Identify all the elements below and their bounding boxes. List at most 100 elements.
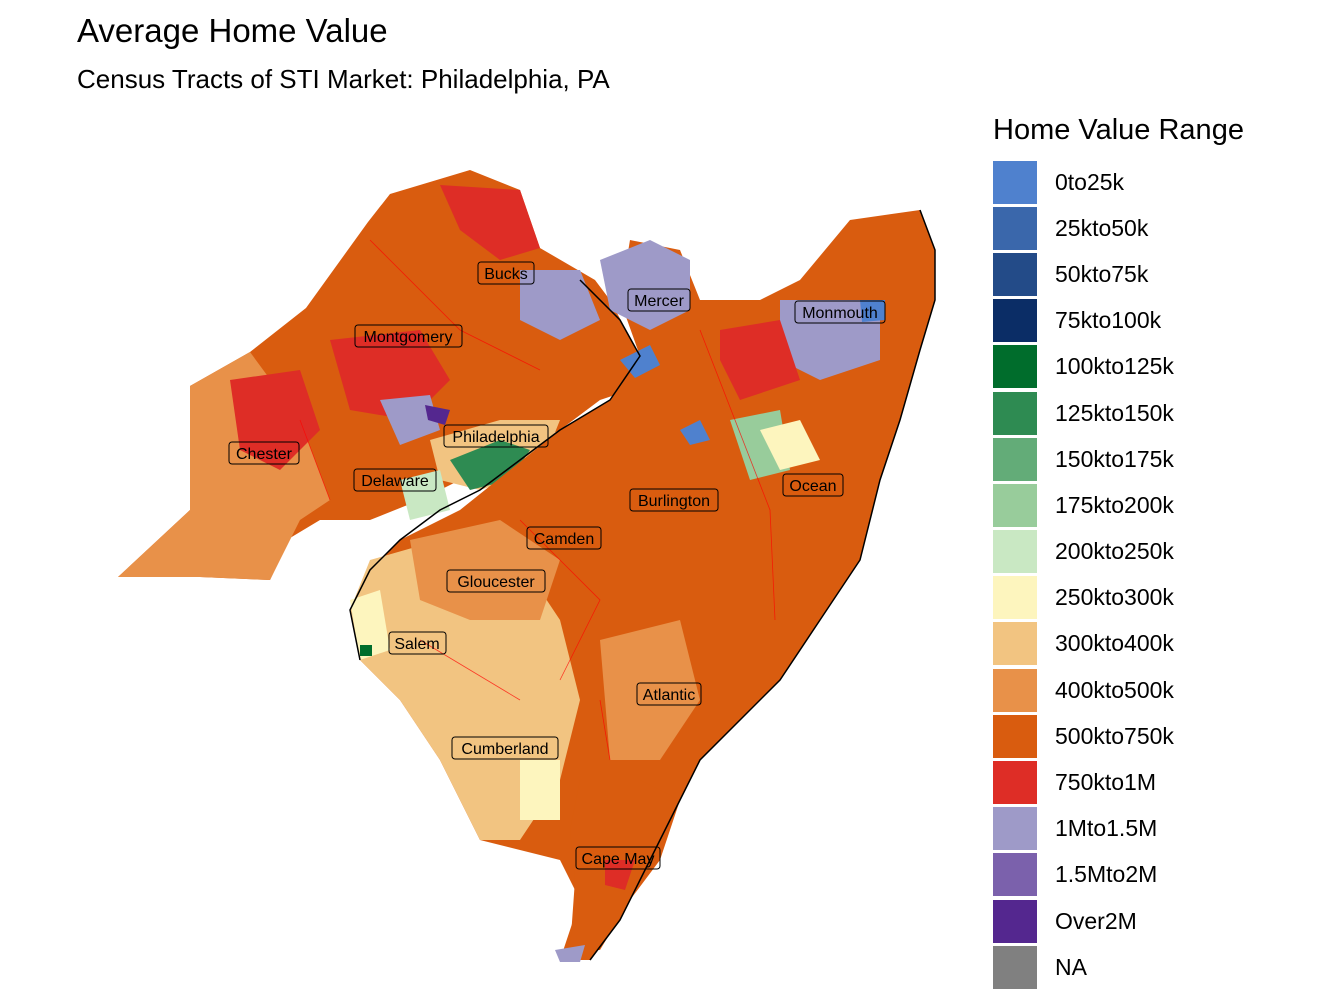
map-subtitle: Census Tracts of STI Market: Philadelphi… [77,64,610,94]
shore-purple [555,945,585,962]
legend-item: 500kto750k [993,713,1244,759]
county-label-text: Monmouth [802,305,878,322]
choropleth-map: Bucks Mercer Monmouth Montgomery Philade… [118,170,936,962]
monmouth-blue [860,300,885,322]
legend-swatch [993,807,1037,851]
county-label-cape-may: Cape May [575,846,661,870]
legend-label: 1.5Mto2M [1055,861,1158,888]
county-line-4 [519,519,601,681]
ocean-light [760,420,820,470]
legend-swatch [993,252,1037,296]
bucks-purple [520,270,600,340]
legend-swatch [993,345,1037,389]
county-label-text: Philadelphia [452,429,539,446]
county-line-1 [369,239,541,371]
legend-label: 250kto300k [1055,584,1174,611]
county-label-text: Camden [534,531,594,548]
burlington-blue [680,420,710,445]
legend-swatch [993,437,1037,481]
county-label-salem: Salem [388,631,447,655]
legend-item: NA [993,944,1244,990]
legend-item: 400kto500k [993,667,1244,713]
montgomery-purple [380,395,440,445]
county-label-philadelphia: Philadelphia [443,424,549,448]
cumberland-light [520,760,560,820]
county-label-text: Delaware [361,473,429,490]
county-label-text: Chester [236,446,293,463]
county-label-text: Mercer [634,293,684,310]
county-label-camden: Camden [526,526,602,550]
legend-item: 250kto300k [993,575,1244,621]
legend-label: Over2M [1055,907,1137,934]
bucks-upper-red [440,185,540,260]
county-label-mercer: Mercer [627,288,691,312]
legend-label: 300kto400k [1055,630,1174,657]
county-label-text: Burlington [638,493,710,510]
legend-swatch [993,160,1037,204]
legend-item: 100kto125k [993,344,1244,390]
legend-item: 1.5Mto2M [993,852,1244,898]
county-label-text: Salem [394,636,439,653]
legend-swatch [993,206,1037,250]
mercer-purple [600,240,690,330]
coastline [589,209,936,961]
legend-item: 25kto50k [993,205,1244,251]
county-label-cumberland: Cumberland [451,736,559,760]
legend-label: 400kto500k [1055,676,1174,703]
county-label-montgomery: Montgomery [354,324,463,348]
county-label-text: Cumberland [461,741,548,758]
county-label-atlantic: Atlantic [636,682,702,706]
legend-item: 1Mto1.5M [993,806,1244,852]
cape-may-red [605,860,635,890]
legend-label: 100kto125k [1055,353,1174,380]
legend-items: 0to25k 25kto50k 50kto75k 75kto100k 100kt… [993,159,1244,990]
legend-item: 750kto1M [993,759,1244,805]
chester-red [230,370,320,470]
legend-label: 1Mto1.5M [1055,815,1158,842]
legend-swatch [993,576,1037,620]
delaware-light [400,470,450,520]
legend-item: 175kto200k [993,482,1244,528]
legend: Home Value Range 0to25k 25kto50k 50kto75… [993,114,1244,990]
legend-item: 150kto175k [993,436,1244,482]
legend-title: Home Value Range [993,114,1244,146]
county-line-5 [419,639,521,701]
river-line [349,279,641,661]
county-label-text: Atlantic [643,687,695,704]
legend-swatch [993,668,1037,712]
county-line-6 [599,699,611,761]
county-labels: Bucks Mercer Monmouth Montgomery Philade… [228,261,886,870]
legend-swatch [993,714,1037,758]
legend-swatch [993,945,1037,989]
legend-swatch [993,483,1037,527]
legend-swatch [993,299,1037,343]
atlantic-orange [600,620,700,760]
legend-label: NA [1055,953,1087,980]
legend-item: 75kto100k [993,298,1244,344]
legend-label: 75kto100k [1055,307,1162,334]
county-label-text: Bucks [484,266,528,283]
legend-label: 150kto175k [1055,445,1174,472]
county-label-burlington: Burlington [629,488,719,512]
county-label-delaware: Delaware [353,468,437,492]
county-label-monmouth: Monmouth [794,300,886,324]
map-title: Average Home Value [77,12,388,49]
county-label-text: Montgomery [364,329,453,346]
overtwo-purple [425,405,450,425]
legend-swatch [993,899,1037,943]
legend-swatch [993,761,1037,805]
county-label-bucks: Bucks [477,261,535,285]
new-jersey-region [350,210,935,962]
delaware-river [349,209,936,961]
legend-label: 175kto200k [1055,491,1174,518]
legend-label: 500kto750k [1055,722,1174,749]
legend-label: 0to25k [1055,168,1125,195]
county-label-ocean: Ocean [782,473,844,497]
legend-label: 25kto50k [1055,214,1149,241]
county-label-text: Ocean [789,478,836,495]
county-line-2 [299,419,331,501]
county-boundaries [299,239,776,761]
monmouth-purple [780,300,880,380]
legend-swatch [993,853,1037,897]
county-label-text: Gloucester [457,574,535,591]
